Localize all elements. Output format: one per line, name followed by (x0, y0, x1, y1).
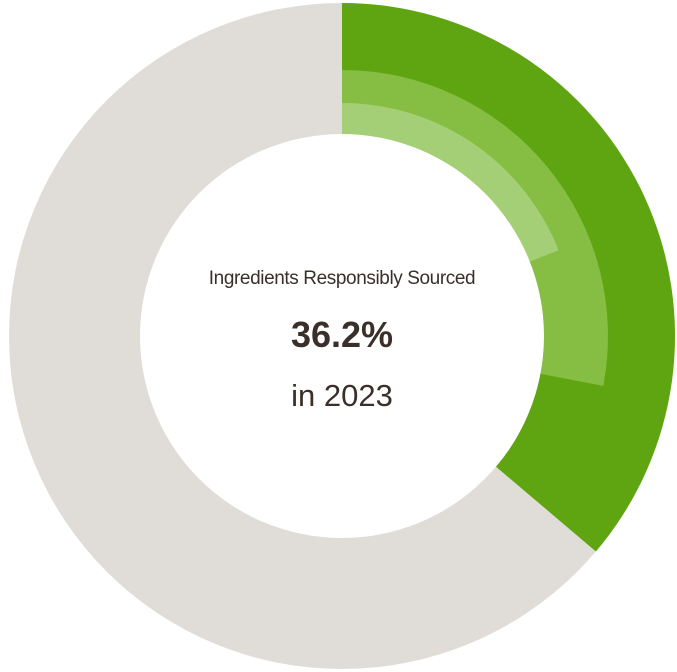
chart-subtitle: in 2023 (291, 378, 393, 413)
chart-title: Ingredients Responsibly Sourced (209, 268, 475, 289)
chart-value: 36.2% (291, 314, 393, 355)
donut-hole (140, 134, 544, 538)
